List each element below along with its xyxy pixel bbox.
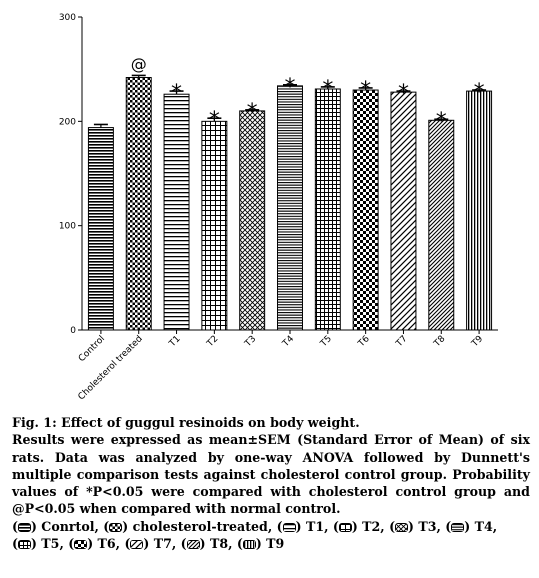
category-label-7: T6 — [356, 334, 372, 350]
legend-swatch-grid — [338, 522, 352, 532]
bars: @ * * * * * * * * * — [87, 54, 493, 331]
significance-mark-3: * — [209, 108, 220, 133]
legend-label: ) T8, — [199, 536, 237, 552]
category-label-6: T5 — [318, 334, 334, 350]
y-tick-label-2: 200 — [59, 117, 76, 127]
legend-paren: ( — [276, 518, 283, 534]
legend-paren: ( — [332, 518, 339, 534]
bar-10 — [466, 90, 493, 331]
legend-paren: ( — [12, 518, 18, 534]
legend-paren: ( — [236, 536, 243, 552]
legend-swatch-diagonal-dense — [186, 540, 200, 550]
significance-mark-8: * — [398, 81, 409, 106]
caption-legend-line-1: () Conrtol, () cholesterol-treated, () T… — [12, 518, 530, 535]
category-label-10: T9 — [469, 334, 485, 350]
legend-paren: ( — [103, 518, 110, 534]
bar-2 — [163, 93, 190, 331]
category-label-5: T4 — [280, 334, 296, 350]
bar-chart: 0 100 200 300 @ * * * * * * * * * ControlCholesterol… — [59, 13, 498, 402]
legend-paren: ( — [180, 536, 187, 552]
significance-mark-4: * — [247, 100, 258, 125]
caption-title: Fig. 1: Effect of guggul resinoids on bo… — [12, 415, 360, 430]
y-tick-label-1: 100 — [59, 222, 76, 232]
category-label-2: T1 — [167, 334, 183, 350]
legend-swatch-vertical-lines — [242, 540, 256, 550]
legend-swatch-dense-horizontal — [17, 522, 31, 532]
caption-body: Results were expressed as mean±SEM (Stan… — [12, 432, 530, 517]
legend-swatch-diagonal-lines — [130, 540, 144, 550]
bar-8 — [390, 91, 417, 331]
bar-5 — [277, 85, 303, 331]
legend-label: ) T9 — [255, 536, 285, 552]
legend-swatch-cross-hatch — [395, 522, 409, 532]
significance-mark-10: * — [474, 80, 485, 105]
category-label-4: T3 — [243, 334, 259, 350]
legend-label: ) T1, — [295, 518, 333, 534]
bar-6 — [314, 88, 341, 331]
legend-swatch-fine-horizontal — [451, 522, 465, 532]
legend-label: ) T4, — [464, 518, 498, 534]
category-label-8: T7 — [394, 334, 410, 350]
legend-swatch-grid-dense — [17, 540, 31, 550]
bar-3 — [201, 120, 228, 331]
significance-mark-2: * — [171, 81, 182, 106]
category-label-1: Cholesterol treated — [77, 334, 145, 402]
legend-label: ) T6, — [87, 536, 125, 552]
legend-paren: ( — [445, 518, 452, 534]
caption-legend-line-2: () T5, () T6, () T7, () T8, () T9 — [12, 535, 530, 552]
significance-mark-5: * — [285, 75, 296, 100]
bar-0 — [87, 127, 114, 331]
legend-paren: ( — [68, 536, 75, 552]
significance-mark-1: @ — [131, 54, 147, 73]
legend-label: ) T7, — [143, 536, 181, 552]
figure-caption: Fig. 1: Effect of guggul resinoids on bo… — [12, 414, 530, 552]
legend-paren: ( — [389, 518, 396, 534]
chart: 0 100 200 300 @ * * * * * * * * * Control Cholesterol… — [59, 13, 498, 402]
bar-4 — [239, 110, 266, 331]
category-label-3: T2 — [205, 334, 221, 350]
category-label-9: T8 — [432, 334, 448, 350]
legend-label: ) T3, — [408, 518, 446, 534]
legend-label: ) T2, — [351, 518, 390, 534]
category-label-0: Control — [77, 334, 107, 364]
legend-swatch-horizontal-lines — [282, 522, 296, 532]
bar-1 — [125, 77, 152, 331]
legend-label: ) Conrtol, — [30, 518, 104, 534]
significance-mark-6: * — [322, 77, 333, 102]
bar-7 — [352, 89, 379, 331]
legend-paren: ( — [12, 536, 18, 552]
bar-9 — [428, 119, 455, 331]
significance-mark-9: * — [436, 109, 447, 134]
legend-swatch-checker-dots — [109, 522, 123, 532]
y-tick-label-0: 0 — [70, 326, 76, 336]
legend-label: ) cholesterol-treated, — [122, 518, 277, 534]
y-tick-label-3: 300 — [59, 13, 76, 23]
legend-paren: ( — [124, 536, 131, 552]
significance-mark-7: * — [360, 78, 371, 103]
legend-swatch-checker — [74, 540, 88, 550]
legend-label: ) T5, — [30, 536, 69, 552]
